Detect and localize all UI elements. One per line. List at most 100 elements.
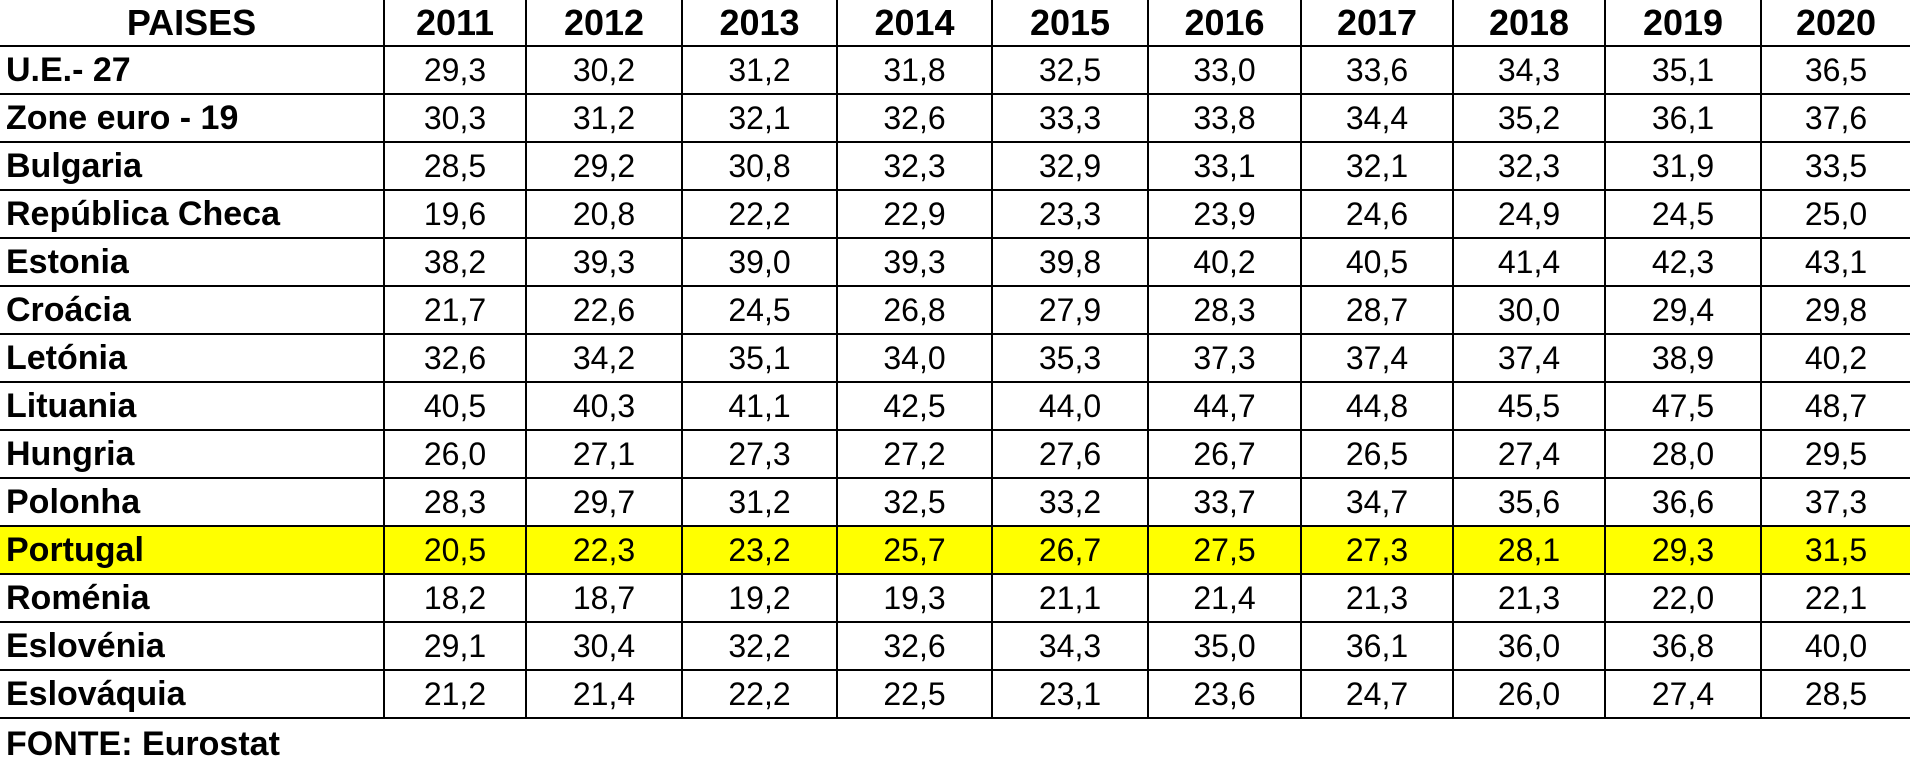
value-cell: 29,2 (525, 141, 683, 191)
value-cell: 39,3 (525, 237, 683, 287)
value-cell: 30,0 (1452, 285, 1606, 335)
value-cell: 33,1 (1147, 141, 1302, 191)
country-cell: Eslovénia (0, 621, 385, 671)
value-cell: 24,5 (1604, 189, 1762, 239)
year-header: 2019 (1604, 0, 1762, 47)
table-row: Letónia 32,6 34,2 35,1 34,0 35,3 37,3 37,4 37,4 3… (0, 333, 1910, 383)
table-row: Roménia 18,2 18,7 19,2 19,3 21,1 21,4 21,3 21,3 2… (0, 573, 1910, 623)
country-cell: Hungria (0, 429, 385, 479)
value-cell: 22,3 (525, 525, 683, 575)
country-cell: República Checa (0, 189, 385, 239)
value-cell: 40,2 (1760, 333, 1910, 383)
value-cell: 19,6 (383, 189, 527, 239)
country-cell: Portugal (0, 525, 385, 575)
value-cell: 24,7 (1300, 669, 1454, 719)
value-cell: 30,3 (383, 93, 527, 143)
value-cell: 34,3 (1452, 45, 1606, 95)
value-cell: 39,0 (681, 237, 838, 287)
value-cell: 38,2 (383, 237, 527, 287)
table-row: Eslovénia 29,1 30,4 32,2 32,6 34,3 35,0 36,1 36,… (0, 621, 1910, 671)
value-cell: 18,7 (525, 573, 683, 623)
value-cell: 25,0 (1760, 189, 1910, 239)
value-cell: 30,8 (681, 141, 838, 191)
value-cell: 47,5 (1604, 381, 1762, 431)
value-cell: 22,2 (681, 189, 838, 239)
value-cell: 22,9 (836, 189, 993, 239)
value-cell: 34,0 (836, 333, 993, 383)
value-cell: 25,7 (836, 525, 993, 575)
value-cell: 37,4 (1300, 333, 1454, 383)
value-cell: 26,0 (383, 429, 527, 479)
value-cell: 26,7 (991, 525, 1149, 575)
value-cell: 23,2 (681, 525, 838, 575)
value-cell: 23,9 (1147, 189, 1302, 239)
value-cell: 42,5 (836, 381, 993, 431)
table-row: Lituania 40,5 40,3 41,1 42,5 44,0 44,7 44,8 45,5… (0, 381, 1910, 431)
value-cell: 34,2 (525, 333, 683, 383)
table-row: Bulgaria 28,5 29,2 30,8 32,3 32,9 33,1 32,1 32,3… (0, 141, 1910, 191)
value-cell: 35,3 (991, 333, 1149, 383)
value-cell: 22,1 (1760, 573, 1910, 623)
value-cell: 42,3 (1604, 237, 1762, 287)
value-cell: 32,6 (836, 621, 993, 671)
value-cell: 35,1 (681, 333, 838, 383)
value-cell: 28,3 (1147, 285, 1302, 335)
value-cell: 32,3 (836, 141, 993, 191)
value-cell: 38,9 (1604, 333, 1762, 383)
value-cell: 28,5 (383, 141, 527, 191)
value-cell: 20,5 (383, 525, 527, 575)
value-cell: 44,0 (991, 381, 1149, 431)
value-cell: 27,3 (1300, 525, 1454, 575)
value-cell: 21,7 (383, 285, 527, 335)
value-cell: 18,2 (383, 573, 527, 623)
source-note: FONTE: Eurostat (6, 725, 280, 763)
value-cell: 33,5 (1760, 141, 1910, 191)
country-cell: Polonha (0, 477, 385, 527)
year-header: 2020 (1760, 0, 1910, 47)
value-cell: 19,3 (836, 573, 993, 623)
value-cell: 23,1 (991, 669, 1149, 719)
value-cell: 26,7 (1147, 429, 1302, 479)
value-cell: 32,9 (991, 141, 1149, 191)
value-cell: 22,0 (1604, 573, 1762, 623)
value-cell: 30,4 (525, 621, 683, 671)
value-cell: 32,1 (681, 93, 838, 143)
table-body: U.E.- 27 29,3 30,2 31,2 31,8 32,5 33,0 33,6 34,3… (0, 45, 1910, 719)
value-cell: 29,7 (525, 477, 683, 527)
country-cell: Roménia (0, 573, 385, 623)
year-header: 2013 (681, 0, 838, 47)
data-table: PAISES 2011 2012 2013 2014 2015 2016 2017 2018 20… (0, 0, 1910, 719)
value-cell: 33,8 (1147, 93, 1302, 143)
value-cell: 36,8 (1604, 621, 1762, 671)
value-cell: 32,5 (991, 45, 1149, 95)
value-cell: 33,0 (1147, 45, 1302, 95)
value-cell: 23,3 (991, 189, 1149, 239)
value-cell: 27,6 (991, 429, 1149, 479)
value-cell: 32,5 (836, 477, 993, 527)
value-cell: 28,1 (1452, 525, 1606, 575)
value-cell: 22,6 (525, 285, 683, 335)
value-cell: 27,2 (836, 429, 993, 479)
value-cell: 35,1 (1604, 45, 1762, 95)
country-cell: Croácia (0, 285, 385, 335)
country-cell: Letónia (0, 333, 385, 383)
value-cell: 29,1 (383, 621, 527, 671)
value-cell: 43,1 (1760, 237, 1910, 287)
value-cell: 28,7 (1300, 285, 1454, 335)
value-cell: 34,4 (1300, 93, 1454, 143)
value-cell: 20,8 (525, 189, 683, 239)
value-cell: 33,7 (1147, 477, 1302, 527)
value-cell: 32,2 (681, 621, 838, 671)
value-cell: 21,3 (1300, 573, 1454, 623)
value-cell: 36,0 (1452, 621, 1606, 671)
table-row: U.E.- 27 29,3 30,2 31,2 31,8 32,5 33,0 33,6 34,3… (0, 45, 1910, 95)
value-cell: 36,5 (1760, 45, 1910, 95)
value-cell: 33,6 (1300, 45, 1454, 95)
value-cell: 44,8 (1300, 381, 1454, 431)
value-cell: 26,0 (1452, 669, 1606, 719)
value-cell: 28,0 (1604, 429, 1762, 479)
value-cell: 37,4 (1452, 333, 1606, 383)
value-cell: 37,6 (1760, 93, 1910, 143)
year-header: 2011 (383, 0, 527, 47)
value-cell: 21,1 (991, 573, 1149, 623)
